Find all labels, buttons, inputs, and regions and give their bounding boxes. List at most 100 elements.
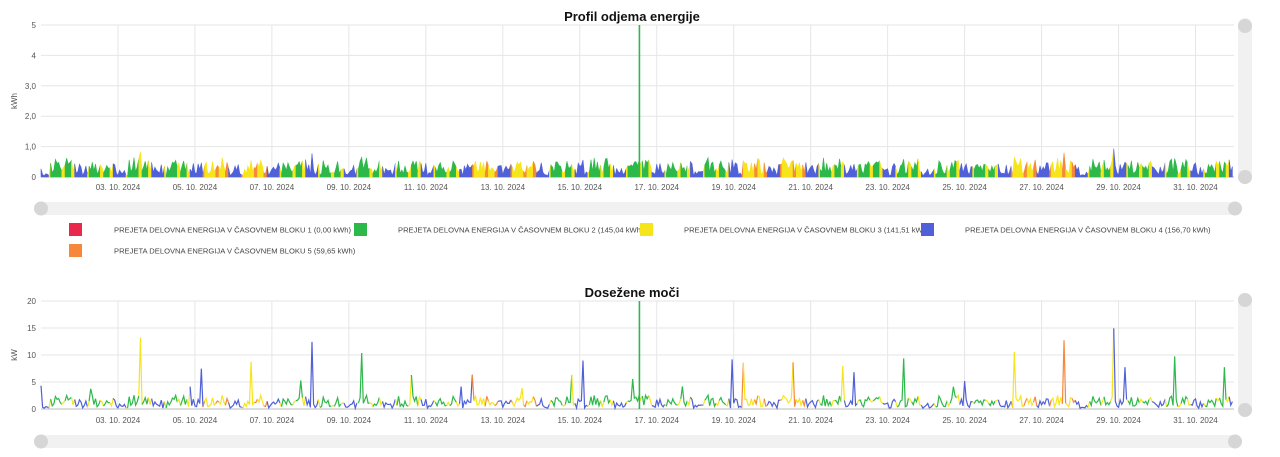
series-area-segment [880,161,883,177]
series-line-segment [897,358,908,407]
series-area-segment [897,159,908,177]
series-area-segment [75,164,88,177]
series-area-segment [1205,162,1216,177]
series-line-segment [832,400,835,406]
vertical-scrollbar[interactable] [1238,293,1252,417]
horizontal-scrollbar[interactable] [34,202,1242,216]
series-line-segment [1111,328,1114,401]
legend-item-block-2[interactable]: PREJETA DELOVNA ENERGIJA V ČASOVNEM BLOK… [354,223,644,236]
series-line-segment [418,397,421,406]
legend-swatch [640,223,653,236]
x-tick-label: 15. 10. 2024 [558,183,603,192]
series-line-segment [1027,398,1033,405]
x-tick-label: 03. 10. 2024 [96,183,141,192]
series-area-segment [89,162,100,177]
y-axis-label-kw: kW [10,349,19,361]
series-area-segment [1216,161,1219,177]
series-line-segment [152,399,165,408]
series-area-segment [1111,149,1114,177]
series-area-segment [1037,163,1050,177]
series-line-segment [649,395,652,405]
series-line-segment [957,395,960,404]
horizontal-scrollbar[interactable] [34,435,1242,449]
legend-item-block-4[interactable]: PREJETA DELOVNA ENERGIJA V ČASOVNEM BLOK… [921,223,1211,236]
x-tick-label: 11. 10. 2024 [404,183,448,192]
x-tick-label: 15. 10. 2024 [558,416,603,425]
series-area-segment [282,163,293,177]
series-area-segment [293,165,296,177]
series-line-segment [806,399,819,408]
series-area-segment [716,165,719,177]
series-line-segment [947,401,950,406]
series-area-segment [1220,161,1226,177]
series-line-segment [296,380,302,400]
series-area-segment [1013,157,1024,177]
series-line-segment [1149,398,1152,402]
series-line-segment [690,397,703,408]
series-line-segment [379,397,382,404]
series-area-segment [758,158,764,177]
series-line-segment [780,400,782,401]
scroll-handle-top[interactable] [1238,19,1252,33]
series-area-segment [628,160,639,177]
series-area-segment [1139,163,1142,177]
series-line-segment [588,405,590,406]
series-area-segment [719,161,725,177]
scroll-handle-left[interactable] [34,202,48,216]
series-area-segment [1178,169,1181,177]
series-line-segment [536,399,549,408]
series-line-segment [71,397,74,405]
series-area-segment [918,159,921,177]
series-line-segment [358,353,369,403]
legend-item-block-3[interactable]: PREJETA DELOVNA ENERGIJA V ČASOVNEM BLOK… [640,223,930,236]
scroll-handle-left[interactable] [34,435,48,449]
x-tick-label: 05. 10. 2024 [173,416,218,425]
y-tick-label: 0 [32,173,37,182]
series-line-segment [835,396,841,404]
series-line-segment [719,398,725,405]
series-line-segment [575,360,588,408]
series-area-segment [1051,158,1062,177]
series-line-segment [819,400,821,404]
x-tick-label: 29. 10. 2024 [1096,416,1141,425]
vertical-scrollbar[interactable] [1238,18,1252,184]
series-area-segment [421,163,434,177]
series-line-segment [918,396,921,405]
series-area-segment [642,160,648,177]
series-area-segment [379,161,382,177]
series-area-segment [1034,160,1037,177]
x-tick-label: 31. 10. 2024 [1173,183,1218,192]
scroll-handle-bottom[interactable] [1238,403,1252,417]
series-area-segment [495,166,498,177]
series-area-segment [110,164,113,177]
legend-label: PREJETA DELOVNA ENERGIJA V ČASOVNEM BLOK… [398,226,644,235]
series-line-segment [488,401,494,406]
series-area-segment [411,161,417,177]
scroll-handle-top[interactable] [1238,293,1252,307]
series-area-segment [820,158,831,177]
series-area-segment [447,168,450,177]
series-line-segment [626,401,628,403]
series-line-segment [726,399,729,406]
series-line-segment [1205,398,1216,407]
series-area-segment [1191,163,1204,177]
scroll-handle-right[interactable] [1228,435,1242,449]
series-area-segment [152,162,165,177]
series-line-segment [1152,399,1165,407]
x-tick-label: 13. 10. 2024 [481,416,526,425]
series-line-segment [1034,397,1037,406]
series-area-segment [219,158,225,177]
series-line-segment [1178,403,1181,406]
y-tick-label: 20 [27,297,36,306]
legend-item-block-5[interactable]: PREJETA DELOVNA ENERGIJA V ČASOVNEM BLOK… [69,244,356,257]
scroll-handle-bottom[interactable] [1238,170,1252,184]
x-tick-label: 05. 10. 2024 [173,183,218,192]
scroll-handle-right[interactable] [1228,202,1242,216]
series-area-segment [41,169,49,177]
series-line-segment [293,401,296,405]
series-line-segment [264,401,267,406]
legend-item-block-1[interactable]: PREJETA DELOVNA ENERGIJA V ČASOVNEM BLOK… [69,223,351,236]
series-line-segment [511,400,513,403]
series-line-segment [88,401,90,407]
series-line-segment [65,396,71,401]
